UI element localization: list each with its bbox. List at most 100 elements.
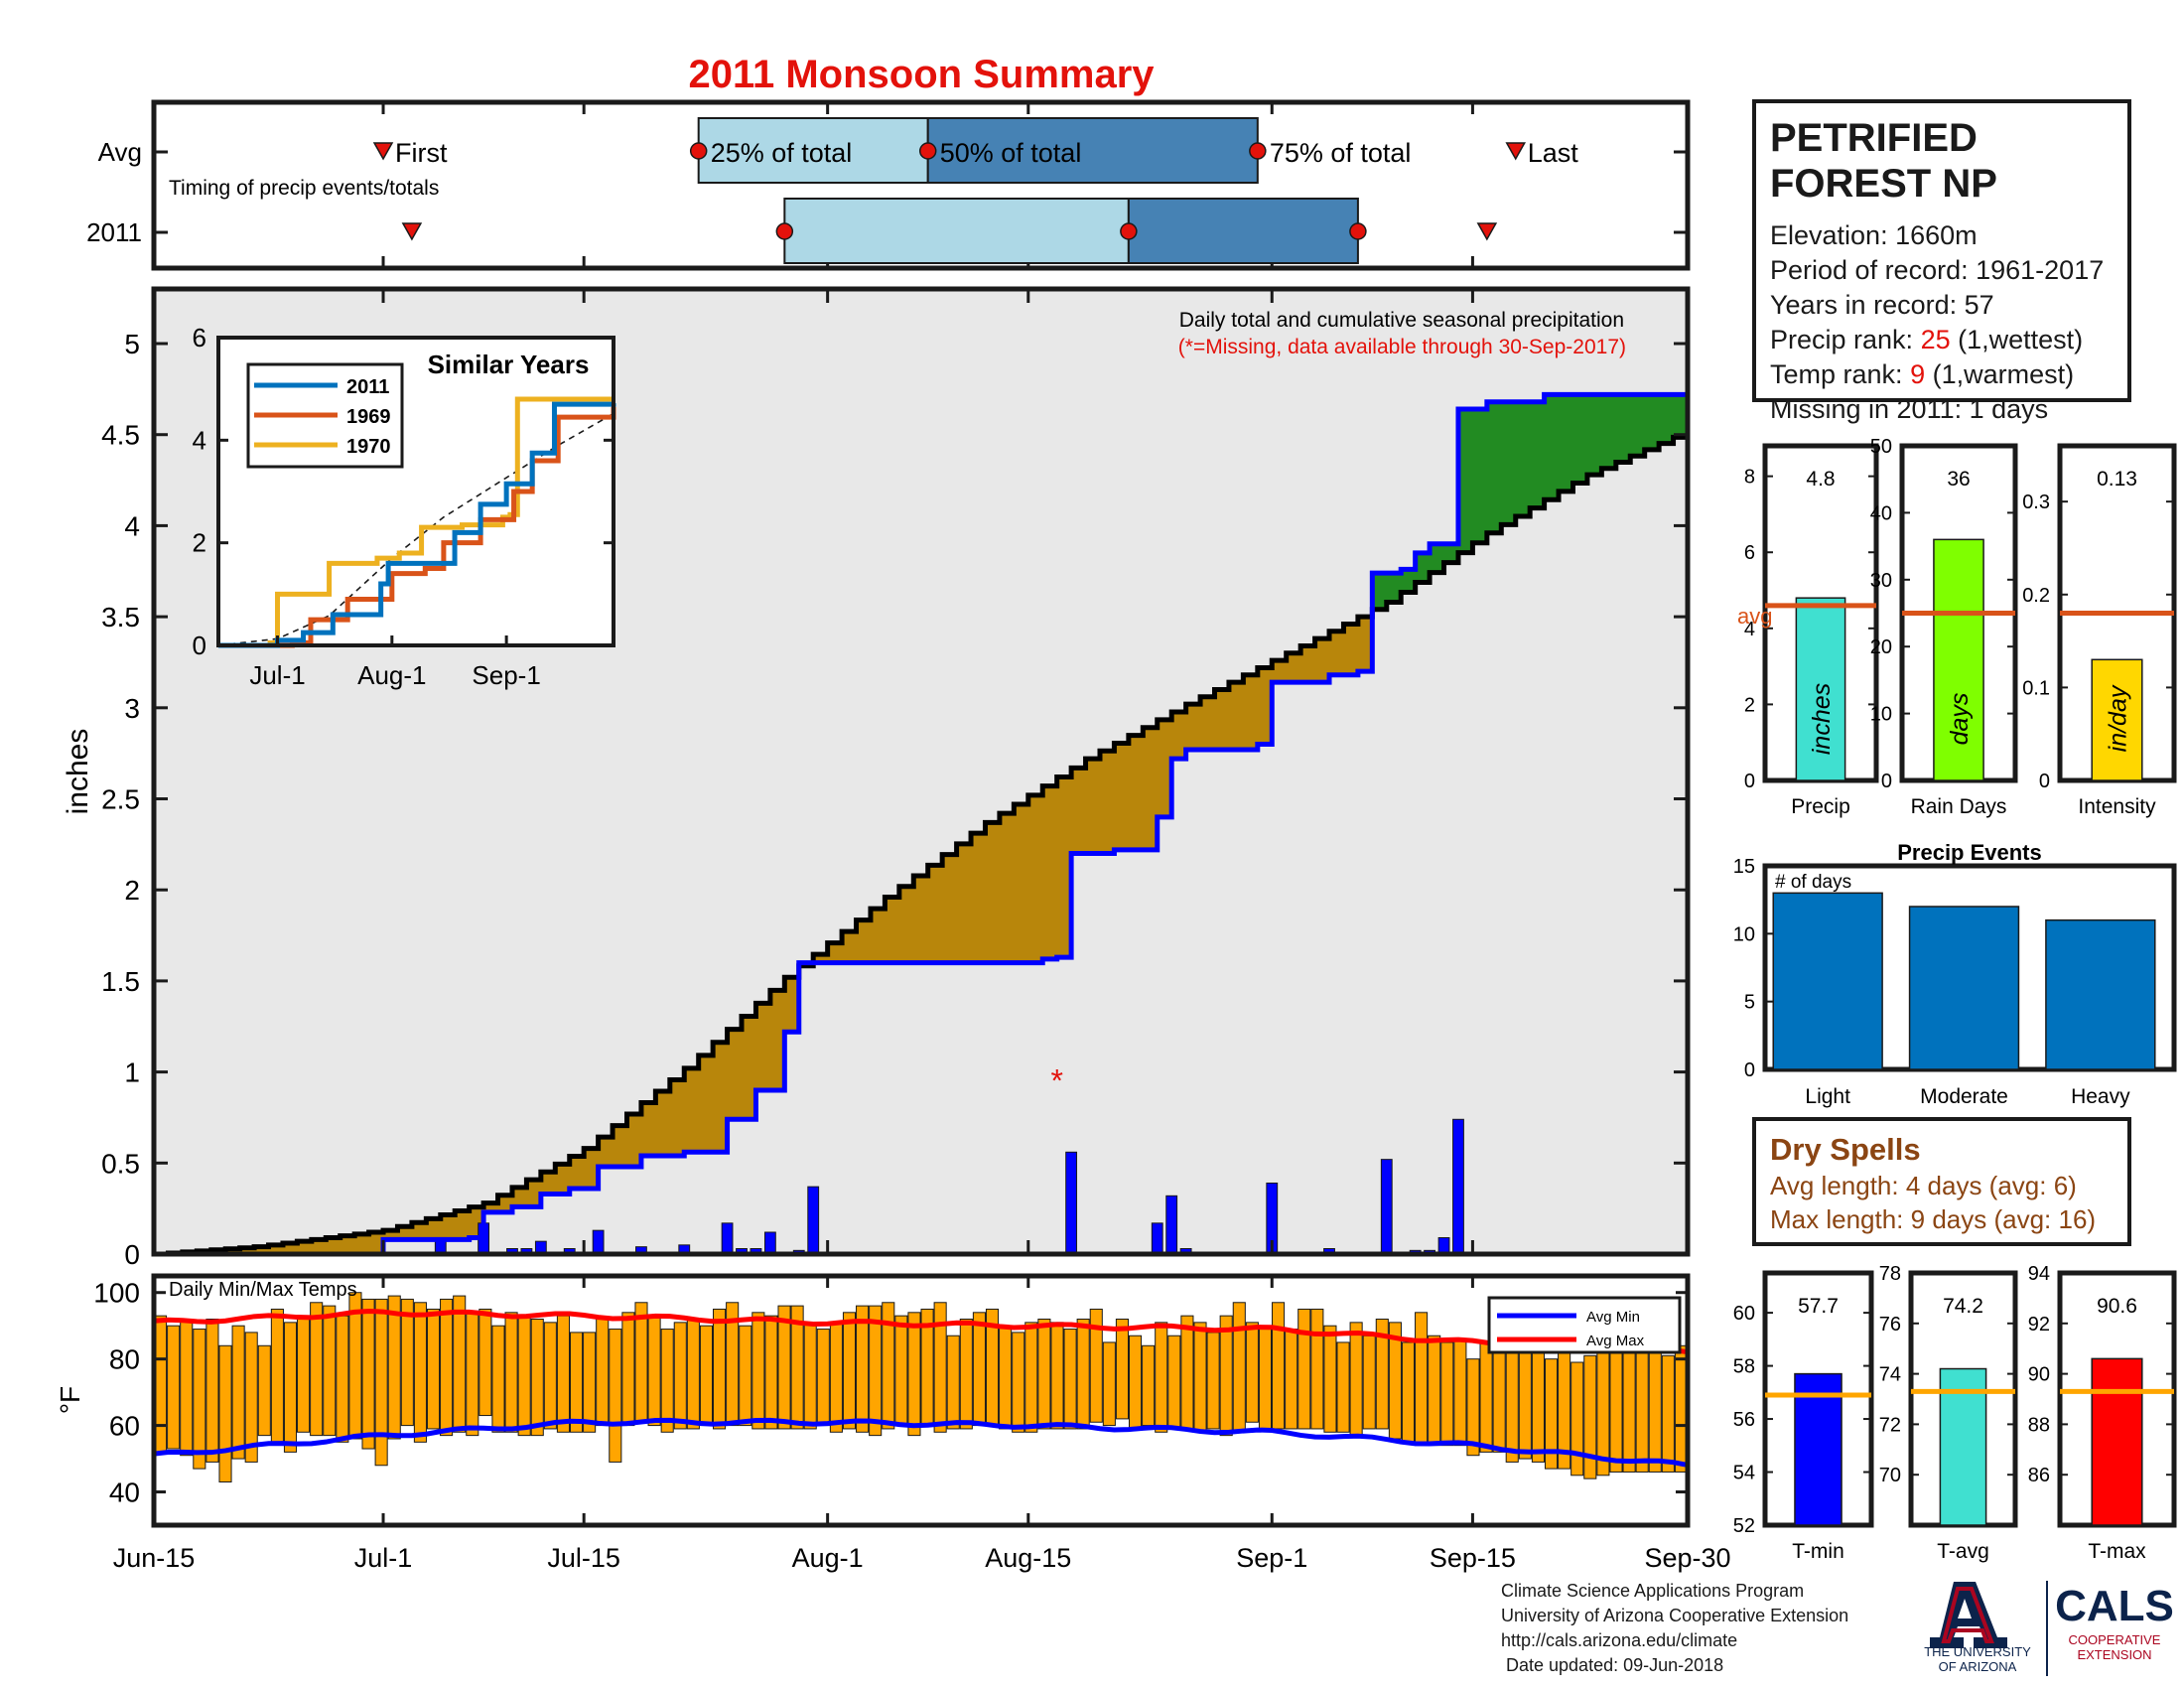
side-chart-rain-days-bar [1933, 538, 1984, 781]
temp-side-chart-tmax-y-tick-label: 90 [2028, 1364, 2050, 1386]
daily-temp-bar [1570, 1361, 1584, 1477]
main-y-tick-label: 2.5 [101, 784, 140, 815]
daily-temp-bar [205, 1319, 219, 1463]
inset-title: Similar Years [428, 350, 590, 379]
station-temp-rank: Temp rank: 9 (1,warmest) [1770, 357, 2114, 392]
side-chart-rain-days-y-tick-label: 40 [1870, 502, 1892, 524]
side-chart-precip: 0 2 4 6 8 4.8 inches avg Precip [1737, 443, 1879, 818]
avg-max-line [153, 1309, 1689, 1355]
temp-side-chart-tavg-y-tick-label: 72 [1879, 1414, 1901, 1436]
daily-temp-bar [972, 1312, 986, 1427]
side-chart-rain-days-unit-label: days [1946, 693, 1974, 746]
side-chart-rain-days-x-label: Rain Days [1911, 795, 2007, 818]
side-chart-precip-y-tick-label: 2 [1744, 694, 1755, 716]
ua-logo-outline [1941, 1587, 1994, 1643]
daily-temp-bar [1453, 1338, 1467, 1447]
main-y-tick-label: 1 [124, 1057, 140, 1088]
daily-temp-bar [1349, 1322, 1363, 1437]
inset-line-1970 [218, 396, 614, 648]
main-plot-frame [151, 286, 1691, 1257]
daily-temp-bar [310, 1302, 324, 1437]
daily-temp-bar [894, 1315, 908, 1427]
daily-temp-bar [167, 1325, 181, 1450]
timing-percentile-marker [1249, 142, 1267, 160]
daily-temp-bar [1635, 1348, 1649, 1473]
events-y-tick-label: 0 [1744, 1059, 1755, 1081]
side-chart-rain-days-y-tick-label: 20 [1870, 636, 1892, 658]
daily-precip-bar [1380, 1159, 1393, 1255]
daily-temp-bar [387, 1295, 401, 1440]
temp-side-chart-tmax: 86 88 90 92 94 90.6 T-max [2028, 1263, 2177, 1563]
temp-side-chart-tmax-x-label: T-max [2088, 1540, 2146, 1563]
daily-temp-bar [946, 1335, 960, 1430]
daily-temp-bar [543, 1322, 557, 1430]
daily-temp-bar [1128, 1335, 1143, 1430]
legend-label-avg-min: Avg Min [1586, 1309, 1640, 1326]
station-name: PETRIFIED FOREST NP [1770, 116, 1997, 206]
temp-side-chart-tmin-y-tick-label: 56 [1733, 1409, 1755, 1431]
inset-y-tick-label: 2 [193, 528, 206, 558]
daily-temp-bar [348, 1292, 362, 1440]
daily-temp-bar [244, 1332, 258, 1463]
daily-temp-bar [907, 1312, 921, 1437]
daily-temp-bar [1401, 1341, 1416, 1443]
side-chart-intensity-y-tick-label: 0.3 [2022, 492, 2050, 513]
precip-events-chart: Light Moderate Heavy 0 5 10 15 Precip Events # o… [1733, 840, 2177, 1108]
ua-logo-line2: OF ARIZONA [1939, 1659, 2017, 1674]
daily-temp-bar [1167, 1335, 1181, 1430]
station-info-box: PETRIFIED FOREST NP Elevation: 1660m Per… [1752, 99, 2131, 424]
daily-temp-bar [1102, 1341, 1116, 1427]
events-bar [2045, 918, 2156, 1070]
daily-temp-bar [1440, 1341, 1454, 1447]
season-temp-charts: 52 54 56 58 60 57.7 T-min 70 72 74 76 78 74.2 T-avg 86… [1733, 1263, 2177, 1563]
legend-label-1970: 1970 [346, 436, 391, 458]
observed-cumulative-line [154, 391, 1688, 1257]
station-period-value: 1961-2017 [1976, 255, 2105, 285]
daily-temp-bar [673, 1322, 687, 1430]
station-period-label: Period of record: [1770, 255, 1977, 285]
daily-temp-bar [1193, 1322, 1207, 1433]
station-elevation: Elevation: 1660m [1770, 218, 2114, 253]
daily-temp-bar [1063, 1329, 1077, 1430]
daily-temp-bar [231, 1325, 245, 1460]
events-bar [1772, 892, 1883, 1070]
date-axis-labels: Jun-15 Jul-1 Jul-15 Aug-1 Aug-15 Sep-1 Sep-15 S… [113, 1543, 1731, 1573]
daily-temp-bar [1661, 1354, 1675, 1473]
temp-y-axis-ticks: 40 60 80 100 [93, 1276, 1690, 1525]
side-chart-precip-y-tick-label: 6 [1744, 542, 1755, 564]
temp-y-axis-label: °F [55, 1386, 85, 1414]
side-chart-rain-days-value-label: 36 [1947, 468, 1970, 491]
inset-y-tick-label: 0 [193, 631, 206, 660]
temp-plot-frame [151, 1273, 1691, 1528]
daily-temp-bar [1142, 1344, 1156, 1427]
main-y-tick-label: 3 [124, 693, 140, 724]
daily-temp-bar [583, 1332, 597, 1433]
daily-temp-bar [1037, 1319, 1051, 1430]
side-chart-intensity-y-tick-label: 0.1 [2022, 677, 2050, 699]
inset-x-tick-label: Sep-1 [472, 660, 540, 690]
daily-temp-bar [453, 1295, 467, 1433]
main-y-tick-label: 4.5 [101, 420, 140, 451]
side-chart-rain-days: 0 10 20 30 40 50 36 days Rain Days [1870, 436, 2018, 818]
daily-temp-bar [1272, 1302, 1286, 1430]
events-category-label: Moderate [1920, 1085, 2008, 1108]
inset-axis-ticks: 0 2 4 6 Jul-1 Aug-1 Sep-1 [193, 323, 614, 690]
credits-line-4: Date updated: 09-Jun-2018 [1501, 1655, 1724, 1675]
temp-side-chart-tmin-value-label: 57.7 [1798, 1295, 1839, 1318]
inset-legend: 2011 1969 1970 [246, 362, 404, 469]
daily-temp-bar [556, 1315, 570, 1433]
temp-side-chart-tavg-y-tick-label: 74 [1879, 1364, 1901, 1386]
timing-event-triangle [1505, 142, 1527, 161]
credits-block: Climate Science Applications Program Uni… [1501, 1579, 1848, 1678]
events-y-tick-label: 15 [1733, 856, 1755, 878]
daily-temp-bar [660, 1329, 674, 1433]
events-y-tick-label: 10 [1733, 923, 1755, 945]
side-chart-rain-days-y-tick-label: 0 [1881, 771, 1892, 792]
temp-side-chart-tavg-bar [1939, 1367, 1987, 1526]
average-cumulative-line [154, 431, 1691, 1257]
daily-temp-bar [530, 1319, 544, 1437]
daily-temp-bar [1336, 1341, 1350, 1433]
season-totals-charts: 0 2 4 6 8 4.8 inches avg Precip 0 10 20 30 40 50 36 days… [1737, 436, 2177, 818]
daily-temp-bar [336, 1315, 349, 1443]
timing-event-triangle [1476, 222, 1498, 241]
